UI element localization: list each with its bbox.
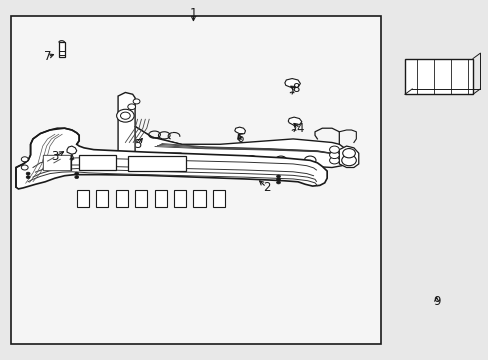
Bar <box>154 190 166 207</box>
Circle shape <box>216 156 228 165</box>
Circle shape <box>26 172 30 175</box>
Text: 9: 9 <box>432 295 439 308</box>
Circle shape <box>276 181 280 184</box>
Circle shape <box>190 156 201 165</box>
Circle shape <box>127 104 135 110</box>
Bar <box>193 190 205 207</box>
Circle shape <box>275 156 286 165</box>
Circle shape <box>329 152 339 158</box>
Circle shape <box>342 149 355 158</box>
Polygon shape <box>339 146 358 167</box>
Circle shape <box>245 156 258 165</box>
Polygon shape <box>285 78 300 88</box>
Circle shape <box>276 175 280 178</box>
Circle shape <box>75 176 79 179</box>
Text: 5: 5 <box>134 138 141 151</box>
Bar <box>59 42 64 57</box>
Bar <box>96 190 108 207</box>
Polygon shape <box>118 93 181 160</box>
Text: 8: 8 <box>291 82 299 95</box>
Bar <box>77 190 89 207</box>
Circle shape <box>26 176 30 179</box>
Circle shape <box>329 157 339 164</box>
Bar <box>135 190 147 207</box>
Text: 7: 7 <box>44 50 51 63</box>
Text: 2: 2 <box>262 181 269 194</box>
Text: 1: 1 <box>189 8 197 21</box>
Bar <box>174 190 186 207</box>
Circle shape <box>329 146 339 153</box>
Circle shape <box>75 172 79 175</box>
Text: 3: 3 <box>51 150 59 163</box>
Bar <box>42 155 71 170</box>
Circle shape <box>133 99 140 104</box>
Polygon shape <box>16 128 326 189</box>
Circle shape <box>120 112 130 119</box>
Bar <box>404 59 472 94</box>
Polygon shape <box>287 117 301 125</box>
Circle shape <box>304 156 315 165</box>
Text: 6: 6 <box>235 132 243 145</box>
Circle shape <box>276 178 280 181</box>
Bar <box>116 190 127 207</box>
Bar <box>212 190 224 207</box>
Polygon shape <box>67 146 77 154</box>
Bar <box>127 156 186 171</box>
Polygon shape <box>234 127 245 134</box>
Bar <box>43 156 70 170</box>
Circle shape <box>21 157 28 162</box>
Bar <box>11 16 380 344</box>
Circle shape <box>21 165 28 170</box>
Circle shape <box>116 109 134 122</box>
Text: 4: 4 <box>296 122 304 135</box>
Polygon shape <box>135 126 346 167</box>
Bar <box>79 155 116 170</box>
Circle shape <box>341 155 356 166</box>
